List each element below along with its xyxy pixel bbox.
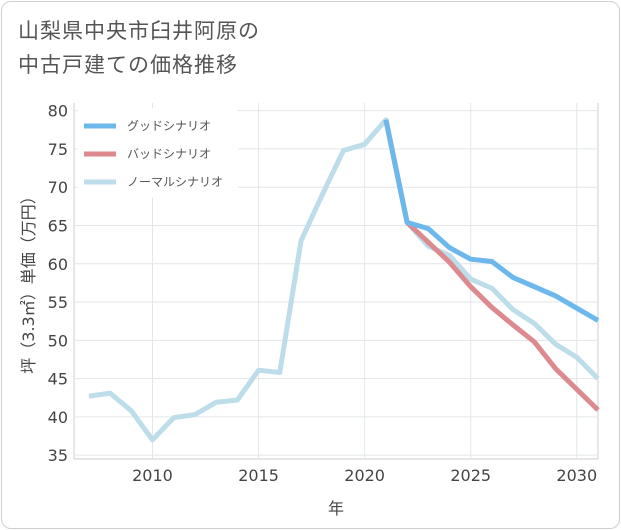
- y-tick-label: 55: [48, 293, 68, 312]
- y-tick-label: 35: [48, 446, 68, 465]
- y-tick-label: 50: [48, 331, 68, 350]
- x-tick-label: 2010: [132, 466, 173, 485]
- legend-label: グッドシナリオ: [127, 119, 211, 133]
- y-tick-label: 75: [48, 140, 68, 159]
- series-line-bad: [383, 119, 600, 412]
- y-tick-label: 40: [48, 408, 68, 427]
- x-axis-label: 年: [328, 499, 344, 518]
- tick-labels: 35 40 45 50 55 60 65 70 75 80 2010 2015 2020 2025 2030: [48, 102, 598, 485]
- y-axis-label: 坪（3.3㎡）単価（万円）: [19, 188, 38, 373]
- series-lines: [88, 117, 600, 443]
- y-tick-label: 45: [48, 370, 68, 389]
- legend-label: ノーマルシナリオ: [127, 175, 223, 189]
- x-tick-label: 2030: [556, 466, 597, 485]
- y-tick-label: 80: [48, 102, 68, 121]
- series-line-good: [383, 119, 600, 323]
- y-tick-label: 65: [48, 216, 68, 235]
- grid-lines: [73, 103, 599, 460]
- x-tick-label: 2025: [450, 466, 491, 485]
- legend-label: バッドシナリオ: [127, 147, 211, 161]
- x-tick-label: 2015: [238, 466, 279, 485]
- chart-title-line-1: 山梨県中央市臼井阿原の: [18, 19, 260, 43]
- y-tick-label: 70: [48, 178, 68, 197]
- x-tick-label: 2020: [344, 466, 385, 485]
- series-line-normal: [88, 117, 600, 443]
- chart-title: 山梨県中央市臼井阿原の 中古戸建ての価格推移: [18, 14, 260, 82]
- chart-title-line-2: 中古戸建ての価格推移: [18, 53, 238, 77]
- y-tick-label: 60: [48, 255, 68, 274]
